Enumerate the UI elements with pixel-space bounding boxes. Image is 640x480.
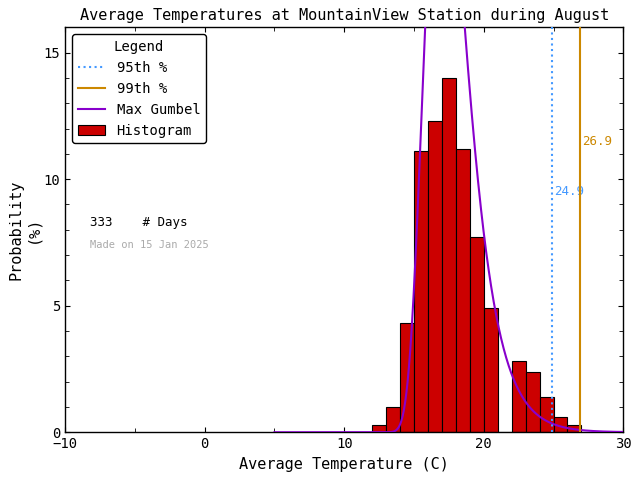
Bar (470, 237, 484, 432)
Bar (400, 324, 414, 432)
Bar (568, 425, 581, 432)
Bar (554, 417, 568, 432)
Bar (484, 308, 498, 432)
Title: Average Temperatures at MountainView Station during August: Average Temperatures at MountainView Sta… (79, 8, 609, 24)
Text: 333    # Days: 333 # Days (90, 216, 188, 228)
Bar (511, 361, 525, 432)
Bar (540, 397, 554, 432)
Bar (428, 121, 442, 432)
Text: Made on 15 Jan 2025: Made on 15 Jan 2025 (90, 240, 209, 250)
Bar (414, 151, 428, 432)
Bar (456, 149, 470, 432)
Y-axis label: Probability
(%): Probability (%) (8, 180, 41, 280)
Bar (386, 407, 400, 432)
Text: 26.9: 26.9 (582, 135, 612, 148)
Bar (372, 425, 386, 432)
Bar (525, 372, 540, 432)
Legend: 95th %, 99th %, Max Gumbel, Histogram: 95th %, 99th %, Max Gumbel, Histogram (72, 34, 206, 143)
Text: 24.9: 24.9 (554, 185, 584, 198)
X-axis label: Average Temperature (C): Average Temperature (C) (239, 456, 449, 472)
Bar (442, 78, 456, 432)
